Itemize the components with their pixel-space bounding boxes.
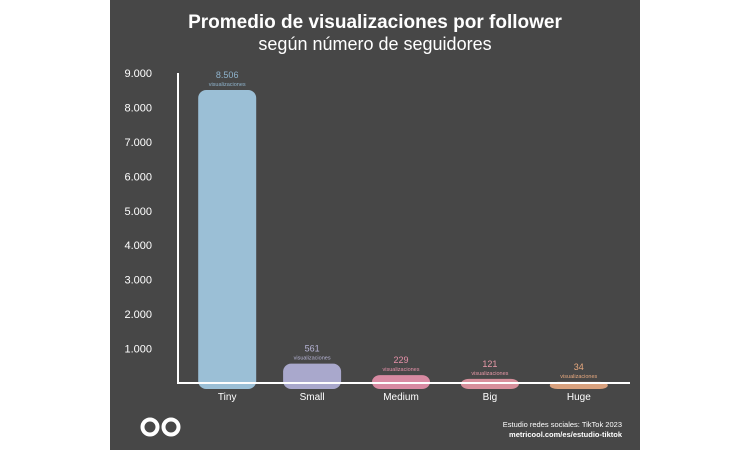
footer-study: Estudio redes sociales: TikTok 2023: [502, 420, 622, 429]
y-tick-label: 1.000: [124, 344, 152, 356]
x-tick-label: Tiny: [218, 392, 237, 403]
y-tick-label: 8.000: [124, 102, 152, 114]
y-tick-label: 2.000: [124, 309, 152, 321]
data-label-unit: visualizaciones: [383, 367, 420, 373]
data-label-unit: visualizaciones: [471, 371, 508, 377]
x-tick-label: Small: [300, 392, 325, 403]
x-tick-label: Medium: [383, 392, 419, 403]
chart-title: Promedio de visualizaciones por follower: [188, 12, 562, 33]
bar: [283, 363, 342, 389]
data-label-unit: visualizaciones: [209, 82, 246, 88]
y-tick-label: 4.000: [124, 240, 152, 252]
x-tick-label: Huge: [567, 392, 591, 403]
y-tick-label: 7.000: [124, 137, 152, 149]
chart-subtitle: según número de seguidores: [258, 34, 492, 54]
y-tick-label: 5.000: [124, 206, 152, 218]
footer-source: Estudio redes sociales: TikTok 2023 metr…: [503, 420, 622, 440]
metricool-infinity-icon: [140, 417, 181, 437]
footer-url: metricool.com/es/estudio-tiktok: [509, 430, 622, 439]
data-label-value: 561: [305, 344, 320, 354]
data-label-unit: visualizaciones: [294, 356, 331, 362]
bar-chart: 1.000 2.000 3.000 4.000 5.000 6.000 7.000 8.000…: [124, 68, 630, 403]
data-label-value: 8.506: [216, 70, 239, 80]
bar: [198, 90, 257, 389]
x-tick-label: Big: [483, 392, 497, 403]
chart-card: Promedio de visualizaciones por follower…: [110, 0, 640, 450]
data-label-value: 229: [393, 355, 408, 365]
y-tick-label: 9.000: [124, 68, 152, 80]
y-tick-label: 3.000: [124, 275, 152, 287]
data-label-value: 34: [574, 362, 584, 372]
data-label-value: 121: [482, 359, 497, 369]
y-tick-label: 6.000: [124, 171, 152, 183]
data-label-unit: visualizaciones: [560, 374, 597, 380]
